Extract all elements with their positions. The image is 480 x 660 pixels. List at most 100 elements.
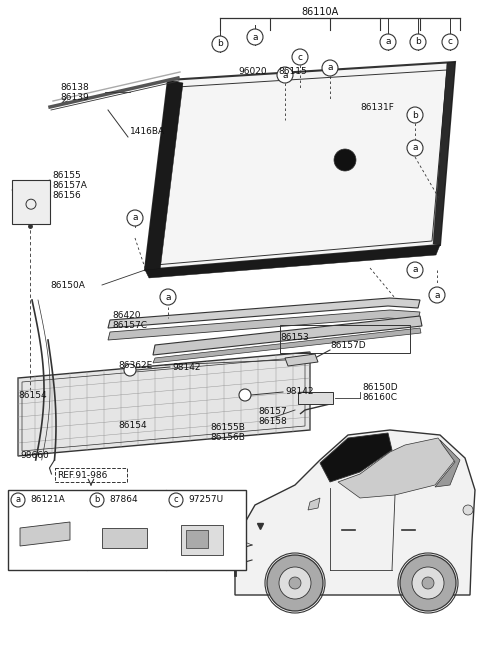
Circle shape bbox=[242, 392, 248, 398]
Circle shape bbox=[124, 364, 136, 376]
Text: 98660: 98660 bbox=[20, 451, 49, 459]
Circle shape bbox=[289, 577, 301, 589]
Text: a: a bbox=[412, 265, 418, 275]
Text: a: a bbox=[327, 63, 333, 73]
Text: 86139: 86139 bbox=[60, 92, 89, 102]
Circle shape bbox=[279, 567, 311, 599]
Text: 96020: 96020 bbox=[238, 67, 266, 77]
Bar bbox=[55, 468, 127, 482]
Text: 1416BA: 1416BA bbox=[130, 127, 165, 137]
Text: 86157A: 86157A bbox=[52, 180, 87, 189]
Circle shape bbox=[127, 210, 143, 226]
Text: b: b bbox=[94, 496, 100, 504]
Text: a: a bbox=[412, 143, 418, 152]
Polygon shape bbox=[338, 438, 455, 498]
Bar bbox=[298, 392, 333, 404]
Circle shape bbox=[429, 287, 445, 303]
Polygon shape bbox=[235, 430, 475, 595]
Circle shape bbox=[407, 107, 423, 123]
Circle shape bbox=[407, 140, 423, 156]
Text: b: b bbox=[415, 38, 421, 46]
Text: 98142: 98142 bbox=[285, 387, 313, 397]
Bar bbox=[102, 528, 147, 548]
Text: 86160C: 86160C bbox=[362, 393, 397, 403]
Text: 86157C: 86157C bbox=[112, 321, 147, 329]
Text: 86362E: 86362E bbox=[118, 360, 152, 370]
Polygon shape bbox=[108, 298, 420, 328]
Polygon shape bbox=[285, 354, 318, 366]
Text: 86154: 86154 bbox=[118, 420, 146, 430]
Text: 86153: 86153 bbox=[280, 333, 309, 341]
Text: a: a bbox=[252, 32, 258, 42]
Circle shape bbox=[407, 262, 423, 278]
Text: b: b bbox=[412, 110, 418, 119]
Circle shape bbox=[127, 367, 133, 373]
Circle shape bbox=[410, 34, 426, 50]
Text: 86121A: 86121A bbox=[30, 496, 65, 504]
Polygon shape bbox=[435, 440, 460, 487]
Bar bbox=[181, 525, 223, 555]
Polygon shape bbox=[108, 310, 420, 340]
Circle shape bbox=[400, 555, 456, 611]
Circle shape bbox=[169, 493, 183, 507]
Circle shape bbox=[442, 34, 458, 50]
Circle shape bbox=[463, 505, 473, 515]
Text: a: a bbox=[132, 213, 138, 222]
Circle shape bbox=[160, 289, 176, 305]
Text: c: c bbox=[174, 496, 178, 504]
Circle shape bbox=[247, 29, 263, 45]
Polygon shape bbox=[20, 522, 70, 546]
Text: a: a bbox=[165, 292, 171, 302]
Circle shape bbox=[239, 389, 251, 401]
Text: 86420: 86420 bbox=[112, 310, 141, 319]
Text: 86157D: 86157D bbox=[330, 341, 366, 350]
Circle shape bbox=[90, 493, 104, 507]
Text: 97257U: 97257U bbox=[188, 496, 223, 504]
Polygon shape bbox=[153, 316, 422, 355]
Circle shape bbox=[422, 577, 434, 589]
Circle shape bbox=[277, 67, 293, 83]
Circle shape bbox=[322, 60, 338, 76]
Text: a: a bbox=[434, 290, 440, 300]
Circle shape bbox=[267, 555, 323, 611]
Polygon shape bbox=[433, 62, 455, 245]
Text: 86158: 86158 bbox=[258, 418, 287, 426]
Text: 86155: 86155 bbox=[52, 170, 81, 180]
Text: c: c bbox=[447, 38, 453, 46]
Text: 86131F: 86131F bbox=[360, 102, 394, 112]
Text: 86155B: 86155B bbox=[210, 424, 245, 432]
Bar bbox=[12, 180, 50, 224]
Bar bbox=[280, 325, 410, 353]
Circle shape bbox=[412, 567, 444, 599]
Text: 87864: 87864 bbox=[109, 496, 138, 504]
Bar bbox=[186, 530, 208, 548]
Text: 86150A: 86150A bbox=[50, 280, 85, 290]
Polygon shape bbox=[145, 80, 183, 271]
Polygon shape bbox=[153, 328, 421, 363]
Circle shape bbox=[380, 34, 396, 50]
Polygon shape bbox=[308, 498, 320, 510]
Circle shape bbox=[292, 49, 308, 65]
Text: 86157: 86157 bbox=[258, 407, 287, 416]
Text: 86115: 86115 bbox=[278, 67, 307, 77]
Circle shape bbox=[334, 149, 356, 171]
Text: 86150D: 86150D bbox=[362, 383, 397, 393]
Text: 86156: 86156 bbox=[52, 191, 81, 199]
Polygon shape bbox=[320, 433, 392, 482]
Text: 86138: 86138 bbox=[60, 84, 89, 92]
Polygon shape bbox=[18, 352, 310, 456]
Bar bbox=[8, 490, 246, 570]
Polygon shape bbox=[145, 62, 455, 270]
Text: 86110A: 86110A bbox=[301, 7, 338, 17]
Circle shape bbox=[11, 493, 25, 507]
Text: c: c bbox=[298, 53, 302, 61]
Text: REF.91-986: REF.91-986 bbox=[57, 471, 108, 480]
Text: 86154: 86154 bbox=[18, 391, 47, 399]
Text: a: a bbox=[385, 38, 391, 46]
Text: 86156B: 86156B bbox=[210, 434, 245, 442]
Circle shape bbox=[212, 36, 228, 52]
Polygon shape bbox=[145, 245, 440, 278]
Text: 98142: 98142 bbox=[172, 362, 201, 372]
Text: b: b bbox=[217, 40, 223, 48]
Text: a: a bbox=[282, 71, 288, 79]
